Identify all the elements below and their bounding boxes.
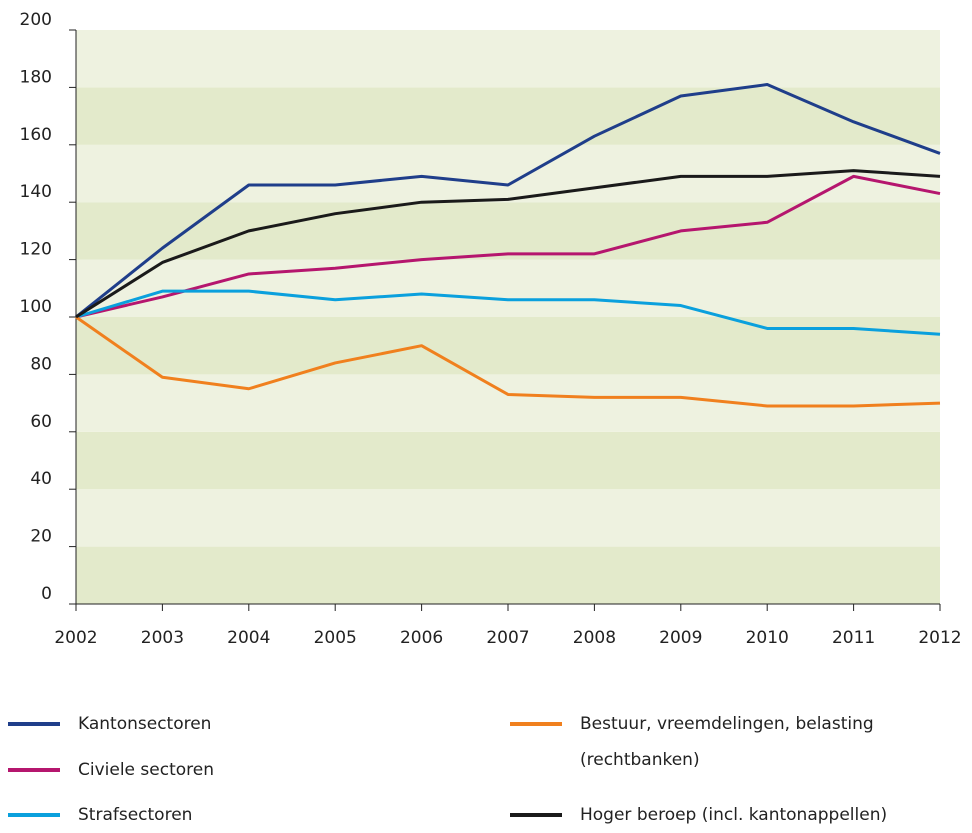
- legend-item: Strafsectoren: [8, 797, 308, 833]
- x-tick-label: 2009: [659, 628, 702, 648]
- x-tick-label: 2005: [314, 628, 357, 648]
- background-band: [76, 30, 940, 88]
- background-band: [76, 489, 940, 547]
- legend-label: Kantonsectoren: [78, 714, 212, 734]
- y-tick-label: 100: [20, 297, 52, 317]
- y-tick-label: 20: [30, 527, 52, 547]
- series-line: [75, 169, 941, 319]
- x-tick-label: 2006: [400, 628, 443, 648]
- y-tick-label: 120: [20, 240, 52, 260]
- legend-label: Strafsectoren: [78, 805, 193, 825]
- background-band: [76, 259, 940, 317]
- legend-swatch: [510, 722, 562, 726]
- y-tick-label: 0: [41, 584, 52, 604]
- legend-item: Kantonsectoren: [8, 706, 308, 742]
- x-tick-label: 2003: [141, 628, 184, 648]
- legend-label: Civiele sectoren: [78, 760, 214, 780]
- background-band: [76, 202, 940, 260]
- background-band: [76, 546, 940, 604]
- series-line: [75, 289, 941, 336]
- legend-label: Bestuur, vreemdelingen, belasting (recht…: [580, 714, 874, 770]
- legend-label: Hoger beroep (incl. kantonappellen): [580, 805, 888, 825]
- x-tick-label: 2002: [54, 628, 97, 648]
- chart: 0 20 40 60 80 100 120 140 160 180 200 2002 2003 2004 2…: [20, 10, 962, 648]
- background-band: [76, 87, 940, 145]
- x-tick-label: 2004: [227, 628, 270, 648]
- series-line: [75, 83, 941, 319]
- x-tick-label: 2007: [486, 628, 529, 648]
- legend-item: Bestuur, vreemdelingen, belasting (recht…: [510, 706, 970, 778]
- background-band: [76, 431, 940, 490]
- legend-item: Civiele sectoren: [8, 752, 308, 788]
- legend-swatch: [8, 768, 60, 772]
- x-tick-label: 2010: [746, 628, 789, 648]
- y-tick-label: 40: [30, 469, 52, 489]
- legend-swatch: [8, 722, 60, 726]
- x-tick-label: 2012: [918, 628, 961, 648]
- legend-swatch: [510, 813, 562, 817]
- y-tick-label: 160: [20, 125, 52, 145]
- series-line: [75, 315, 941, 408]
- x-tick-label: 2011: [832, 628, 875, 648]
- y-tick-label: 60: [30, 412, 52, 432]
- y-tick-label: 180: [20, 67, 52, 87]
- y-tick-label: 80: [30, 354, 52, 374]
- x-tick-label: 2008: [573, 628, 616, 648]
- legend-swatch: [8, 813, 60, 817]
- background-band: [76, 317, 940, 375]
- y-tick-label: 140: [20, 182, 52, 202]
- y-tick-label: 200: [20, 10, 52, 30]
- legend-item: Hoger beroep (incl. kantonappellen): [510, 797, 970, 833]
- series-line: [75, 174, 941, 319]
